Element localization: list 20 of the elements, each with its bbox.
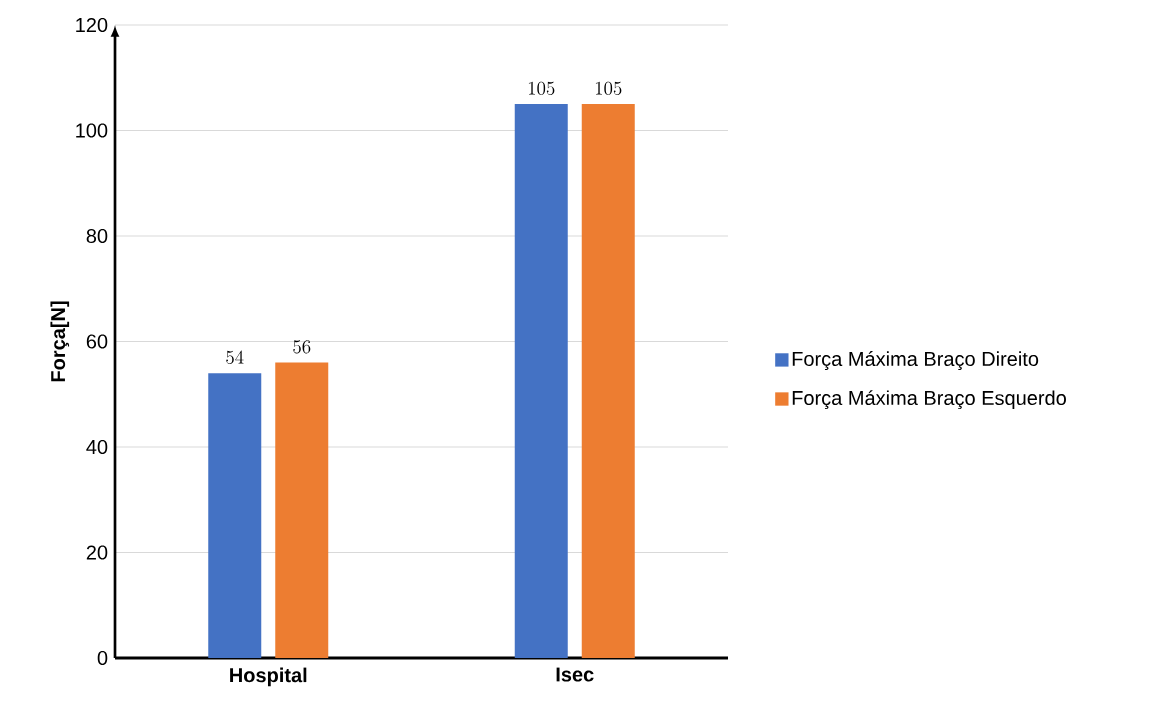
data-label: 105 — [528, 81, 555, 95]
bar — [514, 104, 568, 658]
y-tick-label: 40 — [86, 439, 108, 455]
y-tick-label: 20 — [86, 545, 108, 560]
x-tick-label: Isec — [556, 667, 594, 682]
y-tick-label: 80 — [86, 228, 108, 244]
data-label: 54 — [226, 350, 244, 364]
y-tick-label: 60 — [86, 334, 108, 349]
bar — [208, 373, 262, 658]
y-tick-label: 0 — [97, 650, 108, 666]
bar — [581, 104, 635, 658]
legend-label: Força Máxima Braço Esquerdo — [792, 390, 1066, 410]
data-label: 105 — [595, 81, 622, 95]
x-tick-label: Hospital — [230, 667, 307, 687]
legend-label: Força Máxima Braço Direito — [792, 351, 1039, 371]
y-axis-title: Força[N] — [50, 301, 70, 382]
y-tick-label: 120 — [76, 17, 108, 33]
y-tick-label: 100 — [76, 123, 108, 138]
data-label: 56 — [293, 340, 311, 354]
bar — [275, 362, 329, 658]
